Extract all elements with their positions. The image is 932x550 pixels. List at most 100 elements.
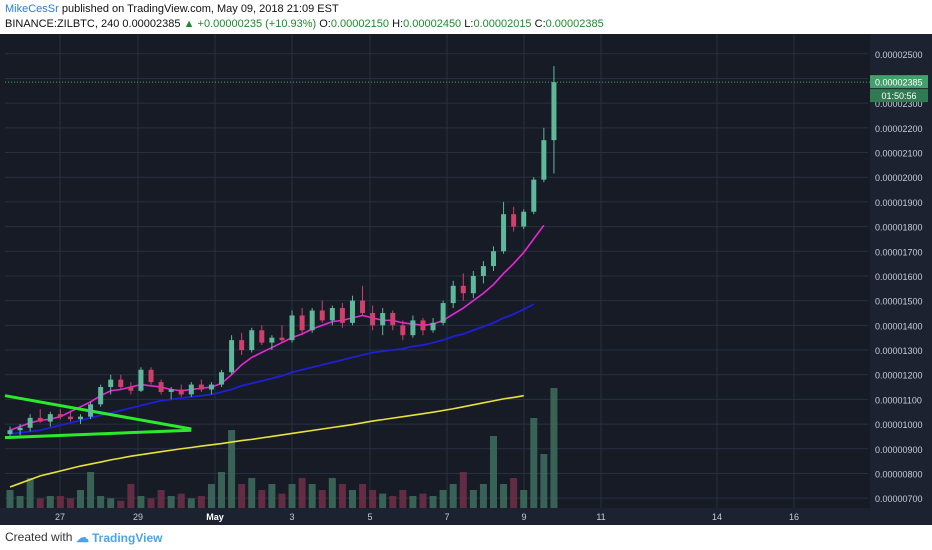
chart-canvas[interactable]: 0.00000700 0.00000800 0.00000900 0.00001000…: [0, 0, 932, 525]
y-tick-label: 0.00001400: [875, 321, 923, 331]
volume-bar: [308, 484, 316, 508]
y-tick-label: 0.00000700: [875, 494, 923, 504]
y-tick-label: 0.00001600: [875, 272, 923, 282]
candle-body: [47, 414, 53, 422]
volume-bar: [177, 493, 185, 508]
volume-bar: [207, 484, 215, 508]
candle-body: [219, 372, 225, 385]
candle-body: [460, 285, 466, 294]
volume-bar: [157, 490, 165, 508]
low-label: L:: [464, 18, 474, 30]
countdown-label: 01:50:56: [881, 91, 916, 101]
volume-bar: [459, 472, 467, 508]
volume-bar: [238, 484, 246, 508]
volume-bar: [469, 490, 477, 508]
candle-body: [541, 140, 547, 180]
volume-bar: [550, 388, 558, 508]
volume-bar: [6, 490, 14, 508]
countdown-tag: [870, 89, 928, 103]
change-value: ▲ +0.00000235 (+10.93%): [183, 18, 317, 30]
volume-bar: [359, 484, 367, 508]
volume-bar: [258, 490, 266, 508]
volume-bar: [489, 436, 497, 508]
volume-bar: [409, 496, 417, 508]
volume-bar: [288, 484, 296, 508]
candle-body: [178, 389, 184, 395]
candle-body: [501, 214, 507, 252]
candle-body: [108, 379, 114, 388]
candle-body: [470, 275, 476, 294]
candle-body: [239, 340, 245, 350]
volume-bar: [16, 496, 24, 508]
y-tick-label: 0.00001200: [875, 371, 923, 381]
last-price-tag: [870, 75, 928, 89]
candle-body: [400, 325, 406, 336]
tradingview-logo[interactable]: ☁ TradingView: [76, 530, 162, 546]
open-value: 0.00002150: [330, 18, 389, 30]
candle-body: [380, 312, 386, 326]
candle-body: [198, 384, 204, 390]
candle-body: [289, 315, 295, 341]
volume-bar: [248, 478, 256, 508]
candle-body: [420, 320, 426, 331]
candle-body: [511, 214, 517, 227]
ohlc-line: BINANCE:ZILBTC, 240 0.00002385 ▲ +0.0000…: [5, 18, 604, 30]
tradingview-brand: TradingView: [92, 531, 163, 545]
volume-bar: [268, 484, 276, 508]
volume-bar: [389, 496, 397, 508]
y-tick-label: 0.00002500: [875, 50, 923, 60]
trendline: [4, 428, 192, 440]
y-tick-label: 0.00001700: [875, 247, 923, 257]
x-tick-label: 14: [712, 512, 722, 522]
x-tick-label: 27: [55, 512, 65, 522]
candle-body: [299, 315, 305, 331]
volume-bar: [107, 498, 115, 508]
volume-bar: [298, 478, 306, 508]
volume-bar: [218, 472, 226, 508]
volume-bar: [479, 484, 487, 508]
y-tick-label: 0.00001300: [875, 346, 923, 356]
x-tick-label: 3: [289, 512, 294, 522]
candle-body: [37, 417, 43, 422]
volume-bar: [167, 496, 175, 508]
candle-body: [138, 369, 144, 391]
candle-body: [349, 300, 355, 323]
y-tick-label: 0.00002000: [875, 173, 923, 183]
tradingview-cloud-icon: ☁: [76, 530, 89, 545]
volume-bar: [197, 496, 205, 508]
x-tick-label: 9: [521, 512, 526, 522]
volume-bar: [369, 490, 377, 508]
candle-body: [208, 384, 214, 390]
candle-body: [430, 322, 436, 331]
y-tick-label: 0.00000900: [875, 445, 923, 455]
volume-bar: [530, 418, 538, 508]
volume-bar: [520, 490, 528, 508]
candle-body: [319, 310, 325, 321]
candle-body: [490, 251, 496, 267]
candle-body: [259, 330, 265, 343]
candle-body: [148, 369, 154, 383]
ema-long-line: [9, 394, 524, 488]
volume-bar: [379, 493, 387, 508]
candle-body: [67, 416, 73, 420]
trendline: [4, 394, 192, 431]
candle-body: [168, 389, 174, 392]
volume-bar: [510, 478, 518, 508]
x-tick-label: 29: [133, 512, 143, 522]
volume-bar: [87, 472, 95, 508]
published-text: published on TradingView.com, May 09, 20…: [61, 3, 339, 15]
volume-bar: [449, 484, 457, 508]
last-price-tag-label: 0.00002385: [875, 78, 923, 88]
candle-body: [98, 387, 104, 405]
volume-bar: [278, 493, 286, 508]
y-tick-label: 0.00001100: [875, 395, 922, 405]
author-link[interactable]: MikeCesSr: [5, 3, 59, 15]
x-tick-label: 16: [789, 512, 799, 522]
volume-bar: [540, 454, 548, 508]
candle-body: [279, 337, 285, 341]
candle-body: [78, 416, 84, 420]
last-price: 0.00002385: [122, 18, 181, 30]
candle-body: [410, 320, 416, 336]
plot-background: [0, 34, 932, 525]
volume-bar: [187, 498, 195, 508]
